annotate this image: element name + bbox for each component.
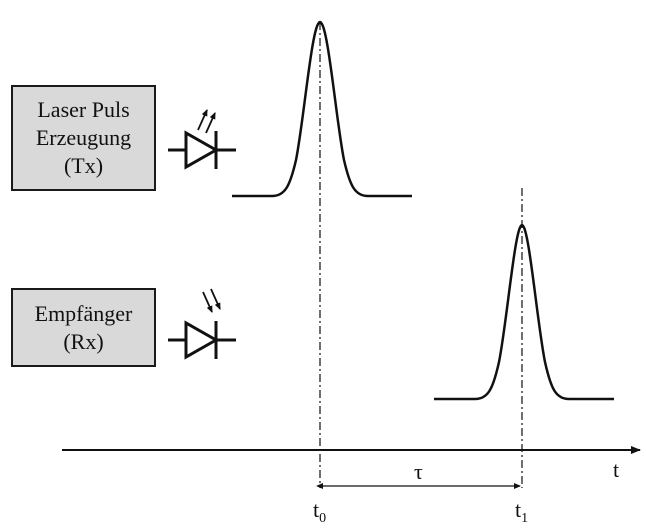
laser-diode-icon — [168, 130, 236, 170]
received-pulse — [434, 223, 614, 401]
t1-label: t1 — [515, 497, 529, 526]
transmitter-label-line-3: (Tx) — [63, 153, 104, 178]
t1-label-subscript: 1 — [521, 511, 529, 526]
t0-label-subscript: 0 — [319, 511, 327, 526]
receiver-box: Empfänger (Rx) — [11, 288, 156, 367]
transmitted-pulse — [232, 20, 412, 198]
t1-label-base: t — [515, 497, 522, 522]
t0-label: t0 — [313, 497, 327, 526]
transmitter-label-line-2: Erzeugung — [35, 125, 132, 150]
t0-label-base: t — [313, 497, 320, 522]
photodiode-icon — [168, 320, 236, 360]
receiver-label-line-1: Empfänger — [34, 300, 133, 326]
incoming-arrows-icon — [202, 288, 221, 313]
time-axis-label: t — [613, 457, 620, 482]
receiver-label-line-2: (Rx) — [63, 328, 104, 354]
transmitter-box: Laser Puls Erzeugung (Tx) — [11, 85, 156, 191]
transmitter-label-line-1: Laser Puls — [37, 97, 130, 122]
emission-arrows-icon — [197, 109, 216, 134]
delay-label: τ — [414, 459, 423, 484]
